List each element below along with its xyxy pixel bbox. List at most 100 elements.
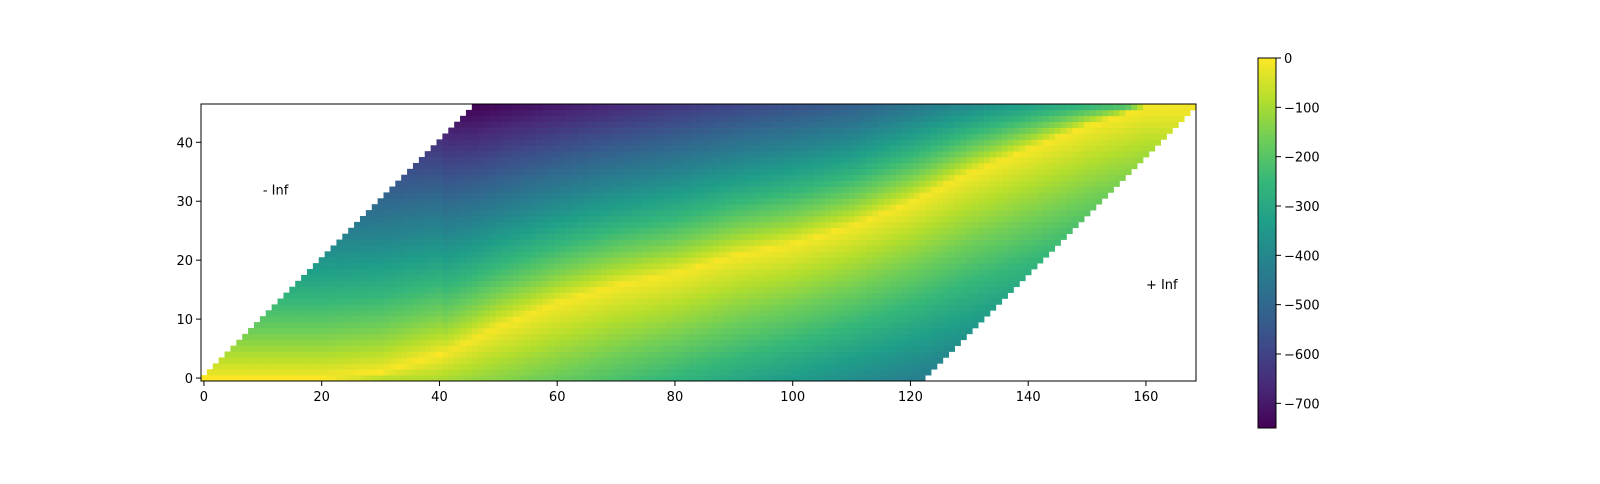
heatmap-cell [931,363,938,370]
heatmap-cell [566,139,573,146]
heatmap-cell [942,351,950,358]
heatmap-cell [819,327,826,335]
heatmap-cell [483,327,490,335]
heatmap-cell [1007,210,1014,217]
heatmap-cell [530,198,537,205]
heatmap-cell [925,357,932,364]
heatmap-cell [430,269,437,276]
heatmap-cell [1007,239,1014,246]
heatmap-cell [383,322,390,329]
heatmap-cell [542,351,549,358]
heatmap-cell [371,274,378,282]
heatmap-cell [1019,180,1026,187]
heatmap-cell [619,186,626,193]
heatmap-cell [518,316,526,323]
heatmap-cell [560,298,567,305]
heatmap-cell [795,245,802,252]
heatmap-cell [477,186,484,193]
heatmap-cell [878,145,885,152]
heatmap-cell [730,274,738,282]
heatmap-cell [306,310,314,317]
heatmap-cell [206,369,214,376]
heatmap-cell [359,351,367,358]
heatmap-cell [424,269,431,276]
heatmap-cell [395,375,402,382]
heatmap-cell [931,263,938,270]
heatmap-cell [383,292,390,299]
heatmap-cell [689,286,696,293]
heatmap-cell [624,239,632,246]
heatmap-cell [630,333,638,341]
heatmap-cell [371,310,378,317]
heatmap-cell [707,375,714,382]
heatmap-cell [542,151,549,158]
heatmap-cell [501,363,508,370]
heatmap-cell [754,316,761,323]
heatmap-cell [336,257,343,264]
heatmap-cell [283,310,290,317]
heatmap-cell [613,298,620,305]
heatmap-cell [913,233,920,240]
heatmap-cell [648,192,655,199]
heatmap-cell [312,286,320,293]
heatmap-cell [830,239,838,246]
heatmap-cell [601,298,608,305]
heatmap-cell [648,198,655,205]
heatmap-cell [253,339,261,346]
heatmap-cell [518,162,526,170]
heatmap-cell [471,151,479,158]
heatmap-cell [895,263,902,270]
heatmap-cell [807,198,814,205]
heatmap-cell [560,180,567,187]
heatmap-cell [595,369,602,376]
heatmap-cell [984,168,991,176]
heatmap-cell [1019,257,1026,264]
heatmap-cell [795,239,802,246]
heatmap-cell [560,274,567,282]
heatmap-cell [789,351,796,358]
heatmap-cell [507,292,514,299]
heatmap-cell [772,215,779,223]
heatmap-cell [489,286,496,293]
heatmap-cell [1090,162,1097,170]
heatmap-cell [430,333,437,341]
heatmap-cell [477,310,484,317]
heatmap-cell [760,227,767,235]
heatmap-cell [683,375,691,382]
heatmap-cell [742,162,749,170]
heatmap-cell [571,304,579,311]
heatmap-cell [701,310,708,317]
heatmap-cell [1013,280,1020,288]
heatmap-cell [901,322,908,329]
heatmap-cell [401,227,408,235]
heatmap-cell [330,310,337,317]
heatmap-cell [518,227,526,235]
heatmap-cell [860,345,867,352]
heatmap-cell [807,139,814,146]
heatmap-cell [471,221,479,229]
heatmap-cell [819,145,826,152]
heatmap-cell [560,363,567,370]
heatmap-cell [348,233,355,240]
heatmap-cell [931,274,938,282]
heatmap-cell [719,245,726,252]
heatmap-cell [542,298,549,305]
heatmap-cell [630,227,638,235]
heatmap-cell [377,339,384,346]
heatmap-cell [854,180,861,187]
heatmap-cell [389,310,396,317]
heatmap-cell [736,375,744,382]
heatmap-cell [407,310,414,317]
heatmap-cell [836,210,844,217]
heatmap-cell [554,351,561,358]
heatmap-cell [571,363,579,370]
heatmap-cell [854,357,861,364]
heatmap-cell [1042,221,1050,229]
heatmap-cell [465,310,473,317]
heatmap-cell [801,227,808,235]
heatmap-cell [760,221,767,229]
heatmap-cell [984,174,991,181]
heatmap-cell [389,357,396,364]
heatmap-cell [772,274,779,282]
heatmap-cell [1007,180,1014,187]
